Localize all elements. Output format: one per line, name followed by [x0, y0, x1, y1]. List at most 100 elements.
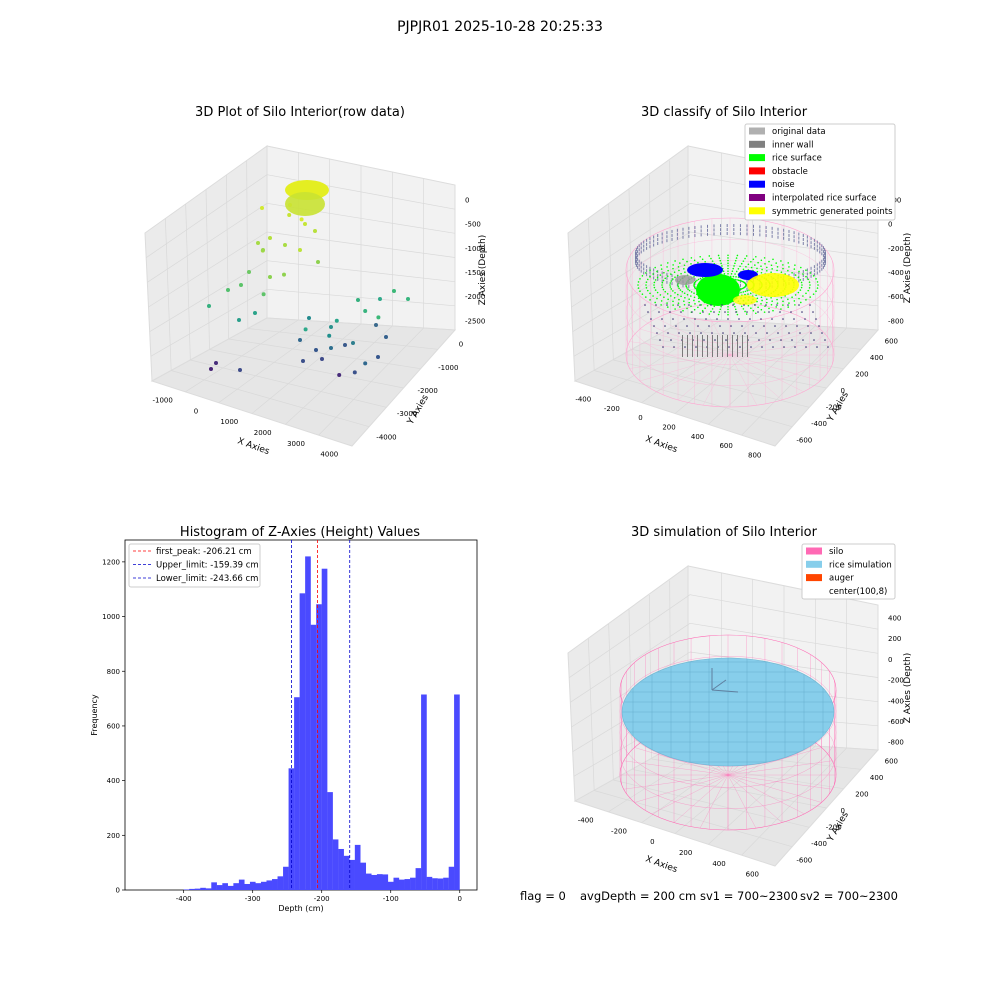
cls-rice-point [732, 275, 735, 278]
cls-rice-point [746, 289, 749, 292]
cls-wall-point [635, 261, 637, 265]
cls-interp-point [818, 325, 820, 327]
cls-interp-point [772, 346, 774, 348]
cls-rice-point [677, 285, 680, 288]
cls-cyl-line [729, 341, 831, 356]
raw-point [378, 297, 382, 301]
cls-interp-point [810, 332, 812, 334]
cls-rice-point [797, 276, 800, 279]
cls-interp-point [705, 318, 707, 320]
cls-rice-point [797, 291, 800, 294]
cls-rice-point [666, 293, 669, 295]
cls-wall-point [635, 252, 637, 256]
hist-y-label: Frequency [90, 694, 99, 736]
cls-rice-point [809, 296, 812, 298]
cls-rice-point [740, 288, 743, 290]
cls-wall-point [824, 256, 826, 260]
cls-wall-point [816, 271, 818, 275]
cls-wall-point [765, 234, 767, 238]
cls-rice-point [693, 299, 695, 302]
cls-y-tick-label: -400 [811, 420, 827, 428]
hist-y-tick-label: 200 [107, 832, 120, 840]
cls-rice-point [742, 268, 745, 271]
cls-cyl-line [702, 354, 731, 406]
sim-legend-swatch [806, 547, 822, 555]
cls-wall-point [643, 263, 645, 267]
cls-rice-point [688, 289, 691, 292]
cls-cyl-line [629, 354, 731, 369]
raw-z-tick-label: -1500 [465, 269, 485, 277]
cls-rice-point [805, 269, 807, 271]
cls-rice-point [737, 268, 740, 270]
cls-wall-point [637, 265, 639, 269]
cls-rice-point [756, 297, 759, 300]
cls-rice-point [801, 284, 803, 286]
hist-bar [277, 876, 284, 890]
cls-wall-point [806, 276, 808, 280]
raw-point [313, 229, 317, 233]
cls-wall-point [821, 244, 823, 248]
cls-interp-point [812, 311, 814, 313]
cls-rice-point [805, 275, 807, 278]
cls-interp-point [787, 304, 789, 306]
raw-x-tick-label: 1000 [220, 418, 238, 426]
cls-rice-point [717, 254, 720, 257]
cls-rice-point [701, 276, 704, 279]
cls-interp-point [799, 332, 801, 334]
cls-cyl-line [729, 354, 821, 382]
cls-wall-point [720, 228, 722, 232]
cls-rice-point [787, 262, 790, 264]
cls-cyl-line [639, 328, 731, 356]
hist-y-tick-label: 1200 [102, 558, 120, 566]
hist-legend: first_peak: -206.21 cm Upper_limit: -159.… [133, 547, 259, 584]
status-flag: flag = 0 [520, 889, 566, 903]
cls-interp-point [766, 332, 768, 334]
cls-wall-point [726, 224, 728, 228]
raw-point [209, 367, 213, 371]
cls-rice-point [646, 278, 649, 281]
sim-legend-label: silo [829, 547, 843, 557]
raw-y-tick-label: 0 [459, 341, 463, 349]
cls-rice-point [704, 260, 706, 263]
cls-rice-point [699, 277, 702, 280]
cls-interp-point [689, 332, 691, 334]
cls-rice-point [727, 313, 729, 316]
hist-bar [255, 883, 262, 890]
cls-rice-point [816, 287, 819, 289]
hist-bar [222, 883, 228, 890]
cls-rice-point [782, 304, 784, 306]
hist-bar [200, 887, 206, 890]
cls-wall-point [798, 279, 800, 283]
cls-rice-point [727, 311, 729, 313]
cls-rice-point [659, 294, 662, 296]
cls-rice-point [656, 270, 658, 273]
cls-rice-point [727, 257, 729, 259]
cls-rice-point [791, 271, 793, 274]
cls-wall-point [638, 248, 640, 252]
cls-rice-point [683, 264, 686, 267]
cls-interp-point [683, 318, 685, 320]
cls-rice-point [656, 291, 659, 294]
cls-interp-point [741, 325, 743, 327]
cls-rice-point [674, 276, 676, 279]
sim-cyl-line [727, 774, 805, 815]
cls-rice-point [718, 257, 721, 259]
cls-interp-point [754, 304, 756, 306]
cls-wall-point [821, 248, 823, 252]
cls-rice-point [682, 258, 684, 261]
cls-interp-point [656, 332, 658, 334]
cls-wall-point [637, 261, 639, 265]
cls-rice-point [660, 304, 662, 306]
cls-cyl-line [729, 354, 804, 392]
cls-rice-point [788, 302, 790, 304]
raw-point [320, 357, 324, 361]
raw-y-tick-label: -3000 [397, 410, 417, 418]
raw-z-tick-label: 0 [465, 197, 469, 205]
raw-point [307, 316, 311, 320]
cls-cyl-line [629, 341, 731, 356]
cls-rice-point [780, 271, 783, 273]
cls-wall-point [793, 231, 795, 235]
cls-rice-point [727, 308, 729, 311]
sim-x-ticks: -400 -200 0 200 400 600 [578, 816, 759, 878]
cls-wall-point [638, 267, 640, 271]
